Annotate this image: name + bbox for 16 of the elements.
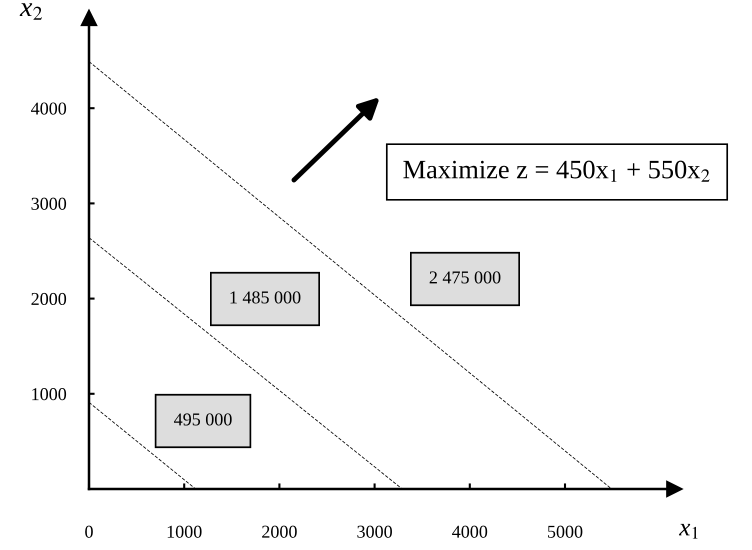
y-tick-label: 3000 [32,198,66,210]
annotation: Maximize z = 450x$_{1}$ + 550x$_{2}$ [403,160,710,182]
x-tick-label: 1000 [168,526,202,538]
y-tick-label: 1000 [32,388,66,400]
annotation: 2 475 000 [430,271,500,284]
y-tick-label: 4000 [31,102,66,115]
x-tick-label: 2000 [262,526,297,538]
y-axis-title: x$_{2}$ [20,3,42,20]
x-tick-label: 0 [85,526,93,538]
annotation: 1 485 000 [230,291,300,304]
annotation: 495 000 [174,413,232,426]
x-tick-label: 4000 [452,526,488,538]
x-tick-label: 5000 [548,526,582,538]
x-tick-label: 3000 [357,526,392,538]
y-tick-label: 2000 [31,292,66,306]
x-axis-title: x$_{1}$ [678,524,698,539]
